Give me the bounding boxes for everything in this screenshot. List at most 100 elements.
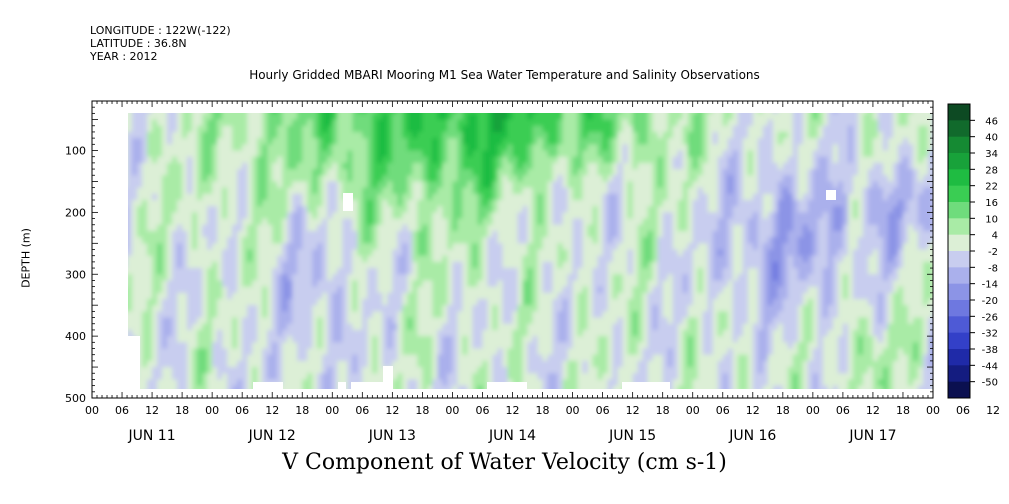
heatmap-cell: [157, 200, 163, 207]
heatmap-cell: [597, 336, 604, 343]
heatmap-cell: [137, 162, 143, 170]
heatmap-cell: [222, 286, 228, 294]
heatmap-cell: [612, 193, 619, 201]
heatmap-cell: [462, 200, 469, 207]
heatmap-cell: [407, 224, 413, 232]
heatmap-cell: [567, 373, 574, 381]
heatmap-cell: [222, 261, 228, 269]
heatmap-cell: [252, 367, 258, 374]
heatmap-cell: [337, 156, 343, 164]
heatmap-cell: [122, 225, 128, 232]
heatmap-cell: [572, 187, 579, 195]
heatmap-cell: [217, 286, 223, 294]
heatmap-cell: [437, 224, 444, 232]
heatmap-cell: [407, 342, 413, 350]
heatmap-cell: [407, 200, 413, 207]
heatmap-cell: [517, 373, 524, 381]
heatmap-cell: [212, 292, 218, 300]
heatmap-cell: [217, 311, 223, 319]
heatmap-cell: [492, 181, 499, 189]
heatmap-cell: [372, 354, 378, 362]
heatmap-cell: [162, 286, 168, 294]
heatmap-cell: [582, 131, 589, 139]
heatmap-cell: [372, 299, 378, 306]
heatmap-cell: [232, 169, 238, 176]
heatmap-cell: [132, 292, 138, 300]
heatmap-cell: [612, 138, 619, 145]
heatmap-cell: [387, 218, 393, 226]
heatmap-cell: [612, 113, 619, 121]
heatmap-cell: [312, 175, 318, 183]
heatmap-cell: [547, 206, 554, 213]
heatmap-cell: [552, 354, 559, 362]
heatmap-cell: [197, 131, 203, 139]
heatmap-cell: [557, 212, 564, 220]
heatmap-cell: [217, 385, 223, 389]
heatmap-cell: [377, 200, 383, 207]
heatmap-cell: [242, 144, 248, 152]
heatmap-cell: [607, 200, 614, 207]
heatmap-cell: [607, 224, 614, 232]
heatmap-cell: [612, 336, 619, 343]
heatmap-cell: [462, 317, 469, 325]
heatmap-cell: [297, 230, 303, 238]
heatmap-cell: [607, 286, 614, 294]
heatmap-cell: [442, 169, 449, 176]
heatmap-cell: [427, 299, 434, 306]
heatmap-cell: [252, 187, 258, 195]
heatmap-cell: [487, 206, 494, 213]
heatmap-cell: [347, 373, 353, 381]
heatmap-cell: [437, 144, 444, 152]
heatmap-cell: [427, 175, 434, 183]
heatmap-cell: [432, 181, 439, 189]
heatmap-cell: [397, 268, 403, 275]
heatmap-cell: [512, 181, 519, 189]
heatmap-cell: [122, 349, 128, 356]
heatmap-cell: [272, 360, 278, 368]
heatmap-cell: [542, 119, 549, 127]
heatmap-cell: [357, 329, 363, 337]
heatmap-cell: [192, 138, 198, 145]
heatmap-cell: [292, 311, 298, 319]
heatmap-cell: [362, 268, 368, 275]
heatmap-cell: [442, 144, 449, 152]
heatmap-cell: [487, 336, 494, 343]
heatmap-cell: [362, 218, 368, 226]
heatmap-cell: [432, 255, 439, 263]
heatmap-cell: [177, 292, 183, 300]
heatmap-cell: [137, 206, 143, 213]
heatmap-cell: [357, 348, 363, 356]
heatmap-cell: [222, 373, 228, 381]
heatmap-cell: [602, 144, 609, 152]
heatmap-cell: [387, 329, 393, 337]
heatmap-cell: [597, 367, 604, 374]
heatmap-cell: [582, 379, 589, 387]
heatmap-cell: [232, 354, 238, 362]
heatmap-cell: [532, 212, 539, 220]
heatmap-cell: [547, 181, 554, 189]
heatmap-cell: [352, 268, 358, 275]
heatmap-cell: [212, 286, 218, 294]
heatmap-cell: [567, 280, 574, 288]
heatmap-cell: [452, 150, 459, 158]
heatmap-cell: [602, 373, 609, 381]
heatmap-cell: [377, 268, 383, 275]
heatmap-cell: [402, 212, 408, 220]
heatmap-cell: [272, 249, 278, 257]
heatmap-cell: [422, 311, 428, 319]
heatmap-cell: [267, 329, 273, 337]
heatmap-cell: [477, 119, 484, 127]
heatmap-cell: [322, 280, 328, 288]
heatmap-cell: [287, 354, 293, 362]
heatmap-cell: [177, 200, 183, 207]
heatmap-cell: [592, 305, 599, 312]
heatmap-cell: [132, 175, 138, 183]
heatmap-cell: [302, 348, 308, 356]
heatmap-cell: [472, 336, 479, 343]
heatmap-cell: [332, 299, 338, 306]
heatmap-cell: [477, 237, 484, 244]
heatmap-cell: [312, 255, 318, 263]
heatmap-cell: [377, 323, 383, 331]
heatmap-cell: [427, 255, 434, 263]
